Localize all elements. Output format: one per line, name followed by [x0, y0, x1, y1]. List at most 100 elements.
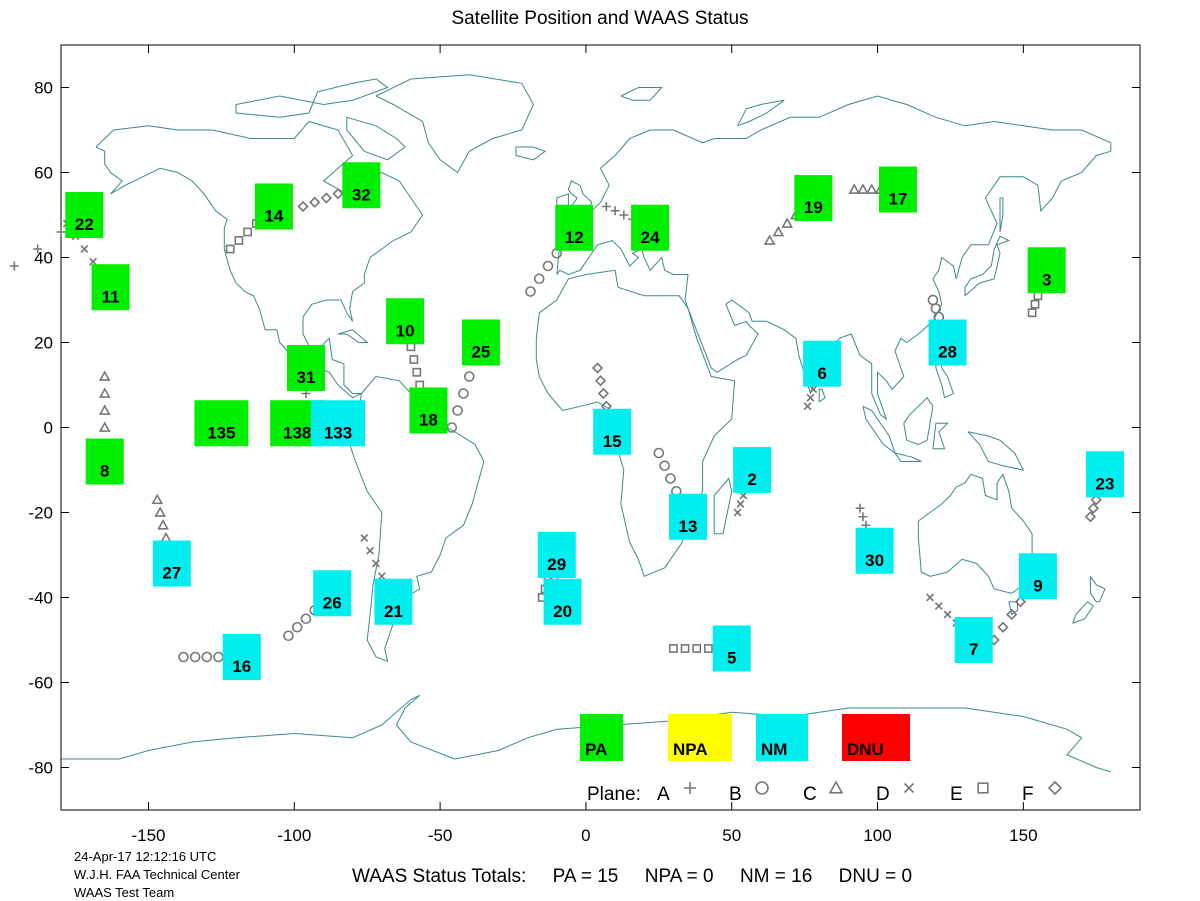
triangle-marker [865, 183, 878, 194]
prn-label: 8 [100, 462, 109, 481]
coastline-17 [967, 431, 1025, 471]
prn-label: 10 [396, 321, 415, 340]
legend-label: NPA [673, 740, 708, 759]
diamond-marker [1014, 596, 1027, 608]
coastline-25 [337, 329, 369, 343]
status-box [631, 204, 670, 251]
coastline-11 [964, 235, 1011, 297]
prn-label: 27 [162, 564, 181, 583]
totals-label: WAAS Status Totals: [352, 866, 527, 887]
prn-label: 6 [817, 364, 826, 383]
satellite-prn-18: 18 [409, 387, 448, 434]
legend-label: NM [761, 740, 787, 759]
diamond-marker [1090, 494, 1102, 506]
circle-marker [213, 651, 224, 663]
status-box [1027, 247, 1066, 294]
cross-marker [89, 257, 98, 266]
plane-legend-c: C [803, 780, 844, 805]
triangle-marker [98, 387, 111, 398]
prn-label: 2 [747, 470, 756, 489]
square-marker [692, 644, 702, 653]
triangle-marker [98, 421, 111, 432]
plane-legend-b: B [729, 781, 769, 805]
circle-marker [927, 294, 939, 306]
cross-marker [943, 610, 952, 619]
cross-marker [934, 602, 943, 610]
x-tick-label: -100 [277, 826, 311, 845]
plane-name: B [729, 784, 742, 805]
satellite-prn-135: 135 [194, 400, 249, 447]
satellite-prn-14: 14 [254, 183, 293, 230]
plane-legend-e: E [950, 782, 989, 805]
coastline-19 [917, 473, 1033, 594]
footer-timestamp: 24-Apr-17 12:12:16 UTC [74, 849, 217, 864]
status-box [1086, 451, 1125, 498]
track-prn-22 [9, 227, 66, 271]
y-tick-label: 80 [34, 79, 53, 98]
cross-marker [926, 593, 934, 602]
status-box [194, 400, 249, 447]
satellite-prn-6: 6 [803, 340, 842, 387]
cross-marker [360, 534, 369, 542]
circle-marker [463, 371, 475, 382]
plus-marker [858, 512, 868, 522]
square-marker [680, 644, 690, 653]
circle-marker [525, 286, 536, 297]
coastline-14 [862, 405, 896, 455]
cross-marker [809, 385, 818, 394]
status-box [1018, 553, 1057, 600]
satellite-prn-15: 15 [593, 408, 632, 455]
y-tick-label: 20 [34, 334, 53, 353]
plane-name: C [803, 784, 817, 805]
cross-marker [803, 402, 812, 411]
circle-marker [458, 388, 469, 399]
coastline-16 [932, 422, 949, 450]
satellite-prn-24: 24 [631, 204, 670, 251]
satellite-prn-16: 16 [222, 634, 261, 680]
coastline-layer [61, 74, 1112, 773]
triangle-marker [763, 234, 776, 245]
diamond-marker [320, 192, 333, 204]
prn-label: 28 [938, 343, 957, 362]
square-marker [977, 782, 989, 794]
triangle-marker [157, 519, 169, 530]
coastline-23 [61, 694, 1111, 773]
prn-label: 22 [75, 215, 94, 234]
legend-dnu: DNU [842, 714, 910, 761]
coastline-15 [894, 452, 922, 462]
triangle-marker [781, 217, 793, 228]
satellite-prn-12: 12 [555, 204, 594, 251]
prn-label: 29 [547, 555, 566, 574]
satellite-prn-28: 28 [928, 319, 967, 366]
prn-label: 12 [565, 228, 584, 247]
plus-marker [619, 210, 629, 220]
plane-legend-f: F [1022, 780, 1063, 805]
triangle-marker [848, 183, 861, 194]
square-marker [412, 367, 422, 377]
coastline-26 [737, 99, 785, 127]
prn-label: 18 [419, 411, 438, 430]
plane-legend-title: Plane: [587, 784, 641, 805]
coastline-2 [235, 78, 389, 118]
square-marker [703, 644, 713, 653]
track-prn-25 [446, 354, 481, 433]
prn-label: 3 [1042, 270, 1051, 289]
legend-nm: NM [756, 714, 808, 761]
coastline-27 [620, 87, 663, 101]
coastline-21 [1089, 576, 1106, 603]
diamond-marker [309, 196, 321, 208]
prn-label: 20 [553, 602, 572, 621]
circle-marker [542, 260, 554, 272]
diamond-marker [594, 375, 607, 387]
prn-label: 11 [102, 287, 120, 306]
y-tick-label: -40 [28, 589, 53, 608]
satellite-prn-11: 11 [91, 264, 130, 311]
coastline-13 [903, 397, 934, 446]
prn-label: 24 [641, 228, 660, 247]
circle-marker [653, 447, 665, 459]
status-box [386, 298, 425, 345]
satellite-prn-23: 23 [1086, 451, 1125, 498]
satellite-prn-32: 32 [342, 162, 381, 209]
prn-label: 32 [352, 185, 371, 204]
satellite-prn-31: 31 [286, 345, 325, 391]
